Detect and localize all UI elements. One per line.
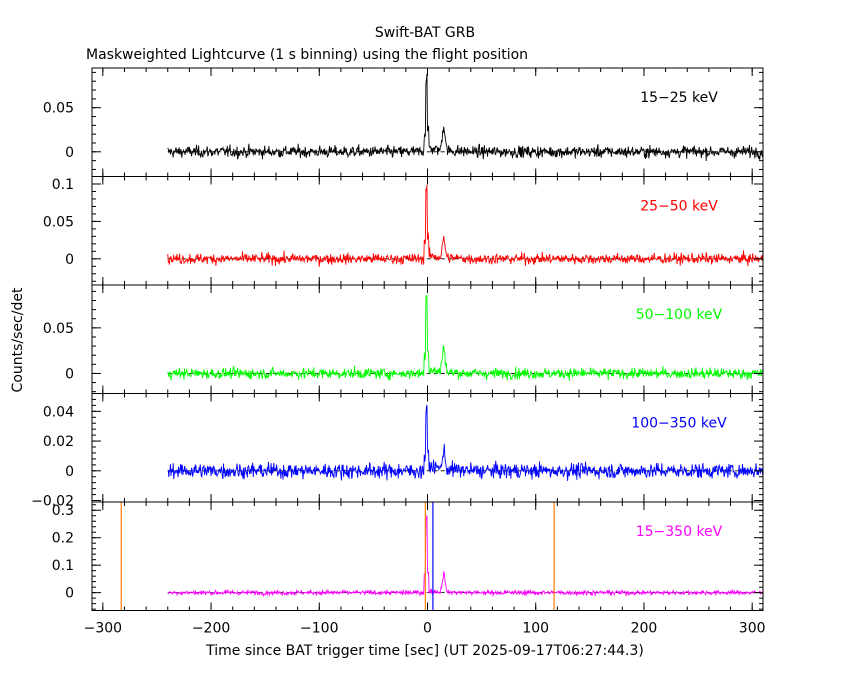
y-tick-label: 0 bbox=[65, 586, 74, 602]
y-tick-label: 0.05 bbox=[43, 321, 74, 337]
chart-subtitle: Maskweighted Lightcurve (1 s binning) us… bbox=[86, 47, 528, 63]
band-label: 15−350 keV bbox=[636, 524, 723, 540]
y-axis-label: Counts/sec/det bbox=[10, 287, 26, 392]
y-tick-label: 0.05 bbox=[43, 214, 74, 230]
panel-4: −0.02 0 0.02 0.04 100−350 keV bbox=[31, 393, 764, 510]
x-tick-label: 0 bbox=[423, 621, 432, 637]
y-tick-label: 0.02 bbox=[43, 434, 74, 450]
y-tick-label: 0 bbox=[65, 252, 74, 268]
y-tick-label: 0 bbox=[65, 145, 74, 161]
panel-1: 0 0.05 15−25 keV bbox=[43, 67, 764, 177]
y-tick-label: 0.04 bbox=[43, 404, 74, 420]
band-label: 25−50 keV bbox=[640, 199, 718, 215]
x-axis: −300 −200 −100 0 100 200 300 bbox=[84, 621, 766, 637]
series-line bbox=[167, 184, 763, 267]
band-label: 15−25 keV bbox=[640, 90, 718, 106]
panel-group: 0 0.05 15−25 keV 0 0.05 0.1 25−50 keV 0 0.05 50−1… bbox=[31, 67, 764, 611]
x-tick-label: 200 bbox=[631, 621, 658, 637]
y-tick-label: 0.1 bbox=[52, 177, 74, 193]
y-tick-label: 0 bbox=[65, 464, 74, 480]
x-tick-label: −300 bbox=[84, 621, 122, 637]
panel-2: 0 0.05 0.1 25−50 keV bbox=[43, 176, 764, 286]
series-line bbox=[167, 404, 763, 481]
band-label: 50−100 keV bbox=[636, 307, 723, 323]
panel-5: 0 0.1 0.2 0.3 15−350 keV bbox=[52, 501, 764, 611]
x-tick-label: −100 bbox=[300, 621, 338, 637]
y-tick-label: −0.02 bbox=[31, 494, 74, 510]
x-tick-label: −200 bbox=[192, 621, 230, 637]
band-label: 100−350 keV bbox=[631, 416, 727, 432]
x-tick-label: 300 bbox=[739, 621, 766, 637]
series-line bbox=[167, 294, 763, 382]
x-axis-label: Time since BAT trigger time [sec] (UT 20… bbox=[205, 643, 644, 659]
series-line bbox=[167, 515, 763, 598]
y-tick-label: 0.2 bbox=[52, 531, 74, 547]
panel-3: 0 0.05 50−100 keV bbox=[43, 284, 764, 394]
x-tick-label: 100 bbox=[522, 621, 549, 637]
y-tick-label: 0.1 bbox=[52, 558, 74, 574]
series-line bbox=[167, 73, 763, 162]
chart-title: Swift-BAT GRB bbox=[375, 25, 475, 41]
y-tick-label: 0 bbox=[65, 366, 74, 382]
y-tick-label: 0.05 bbox=[43, 101, 74, 117]
y-tick-label: 0.3 bbox=[52, 503, 74, 519]
